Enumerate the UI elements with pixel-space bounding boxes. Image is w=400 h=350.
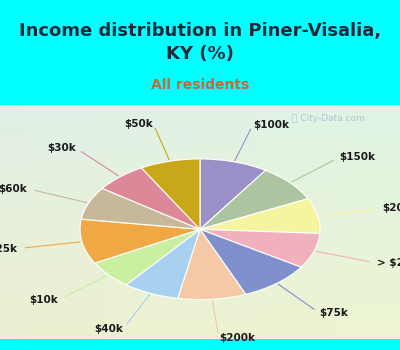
Wedge shape [200,170,308,229]
Text: $50k: $50k [124,119,153,129]
Wedge shape [200,159,266,229]
Text: $10k: $10k [30,295,58,305]
Text: Income distribution in Piner-Visalia,
KY (%): Income distribution in Piner-Visalia, KY… [19,22,381,63]
Wedge shape [200,229,301,294]
Text: > $200k: > $200k [377,258,400,268]
Text: All residents: All residents [151,78,249,92]
Text: $150k: $150k [340,152,376,162]
Text: $125k: $125k [0,244,17,254]
Wedge shape [126,229,200,299]
Wedge shape [200,199,320,233]
Text: $40k: $40k [94,324,123,334]
Wedge shape [200,229,320,267]
Text: ⓘ City-Data.com: ⓘ City-Data.com [292,114,365,124]
Text: $100k: $100k [253,120,289,130]
Wedge shape [142,159,200,229]
Wedge shape [95,229,200,285]
Wedge shape [80,219,200,263]
Wedge shape [178,229,246,300]
Text: $20k: $20k [382,203,400,213]
Wedge shape [102,168,200,229]
Text: $200k: $200k [219,333,255,343]
Text: $60k: $60k [0,184,28,194]
Text: $75k: $75k [319,308,348,318]
Wedge shape [81,188,200,229]
Text: $30k: $30k [47,143,76,153]
